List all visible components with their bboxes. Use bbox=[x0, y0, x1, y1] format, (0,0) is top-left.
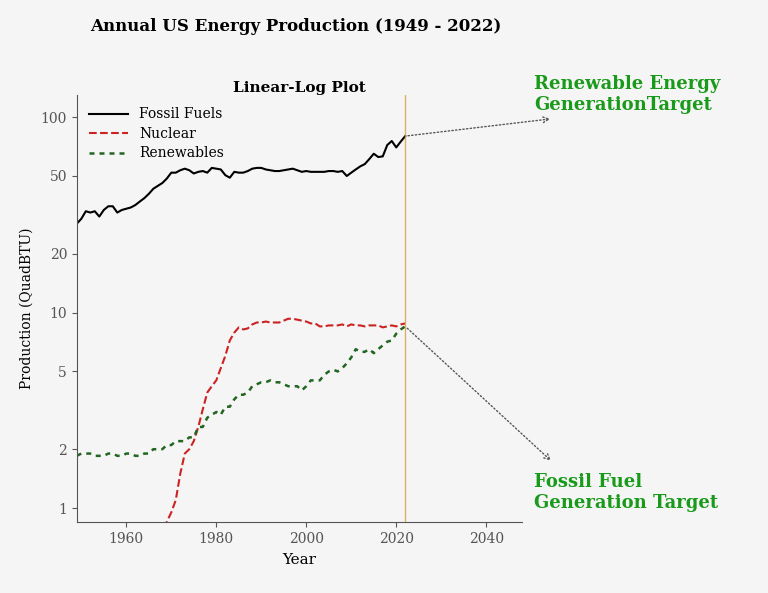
Fossil Fuels bbox=[140, 195, 149, 202]
Renewables bbox=[72, 452, 81, 460]
Text: Annual US Energy Production (1949 - 2022): Annual US Energy Production (1949 - 2022… bbox=[90, 18, 502, 35]
Nuclear bbox=[343, 323, 352, 330]
Renewables bbox=[140, 450, 149, 457]
Legend: Fossil Fuels, Nuclear, Renewables: Fossil Fuels, Nuclear, Renewables bbox=[84, 102, 230, 166]
X-axis label: Year: Year bbox=[283, 553, 316, 566]
Renewables bbox=[180, 438, 190, 445]
Nuclear bbox=[180, 450, 190, 457]
Text: Renewable Energy
GenerationTarget: Renewable Energy GenerationTarget bbox=[534, 75, 720, 114]
Fossil Fuels bbox=[252, 164, 261, 171]
Nuclear bbox=[382, 323, 392, 330]
Renewables bbox=[252, 381, 261, 388]
Y-axis label: Production (QuadBTU): Production (QuadBTU) bbox=[20, 228, 34, 389]
Fossil Fuels bbox=[369, 150, 379, 157]
Renewables bbox=[257, 379, 266, 386]
Line: Fossil Fuels: Fossil Fuels bbox=[77, 136, 406, 224]
Text: Fossil Fuel
Generation Target: Fossil Fuel Generation Target bbox=[534, 473, 718, 512]
Nuclear bbox=[198, 406, 207, 413]
Title: Linear-Log Plot: Linear-Log Plot bbox=[233, 81, 366, 95]
Fossil Fuels bbox=[72, 220, 81, 227]
Nuclear bbox=[283, 315, 293, 323]
Fossil Fuels bbox=[257, 164, 266, 171]
Fossil Fuels bbox=[144, 190, 154, 197]
Nuclear bbox=[401, 320, 410, 327]
Renewables bbox=[401, 323, 410, 330]
Line: Renewables: Renewables bbox=[77, 326, 406, 456]
Line: Nuclear: Nuclear bbox=[113, 319, 406, 593]
Fossil Fuels bbox=[401, 132, 410, 139]
Fossil Fuels bbox=[180, 165, 190, 172]
Renewables bbox=[144, 450, 154, 457]
Nuclear bbox=[234, 324, 243, 331]
Renewables bbox=[369, 350, 379, 357]
